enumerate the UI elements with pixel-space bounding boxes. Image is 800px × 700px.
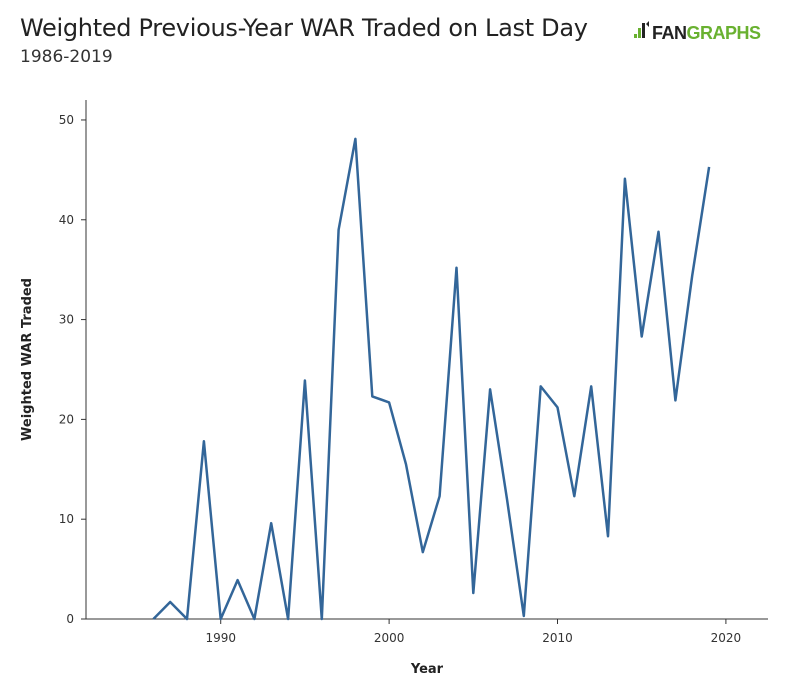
x-tick-label: 2010 <box>542 631 573 645</box>
x-axis-title: Year <box>410 662 444 677</box>
y-tick-label: 50 <box>59 113 74 127</box>
logo-text-fan: FAN <box>652 22 687 43</box>
logo-text-graphs: GRAPHS <box>686 22 762 43</box>
chart-subtitle: 1986-2019 <box>20 47 113 67</box>
chart-axes <box>85 100 768 620</box>
y-tick-label: 30 <box>59 313 74 327</box>
y-tick-label: 20 <box>59 412 74 426</box>
y-axis-title: Weighted WAR Traded <box>20 278 35 441</box>
chart-ticks: 0 10 20 30 40 50 1990 2000 2010 2020 <box>59 113 741 645</box>
y-tick-label: 0 <box>66 612 74 626</box>
x-tick-label: 1990 <box>205 631 236 645</box>
chart-title: Weighted Previous-Year WAR Traded on Las… <box>20 14 588 42</box>
fangraphs-logo[interactable]: FAN GRAPHS <box>634 20 762 46</box>
y-tick-label: 10 <box>59 512 74 526</box>
y-tick-label: 40 <box>59 213 74 227</box>
series-line <box>152 137 711 621</box>
x-tick-label: 2000 <box>374 631 405 645</box>
fangraphs-player-icon <box>634 20 650 46</box>
x-tick-label: 2020 <box>711 631 742 645</box>
